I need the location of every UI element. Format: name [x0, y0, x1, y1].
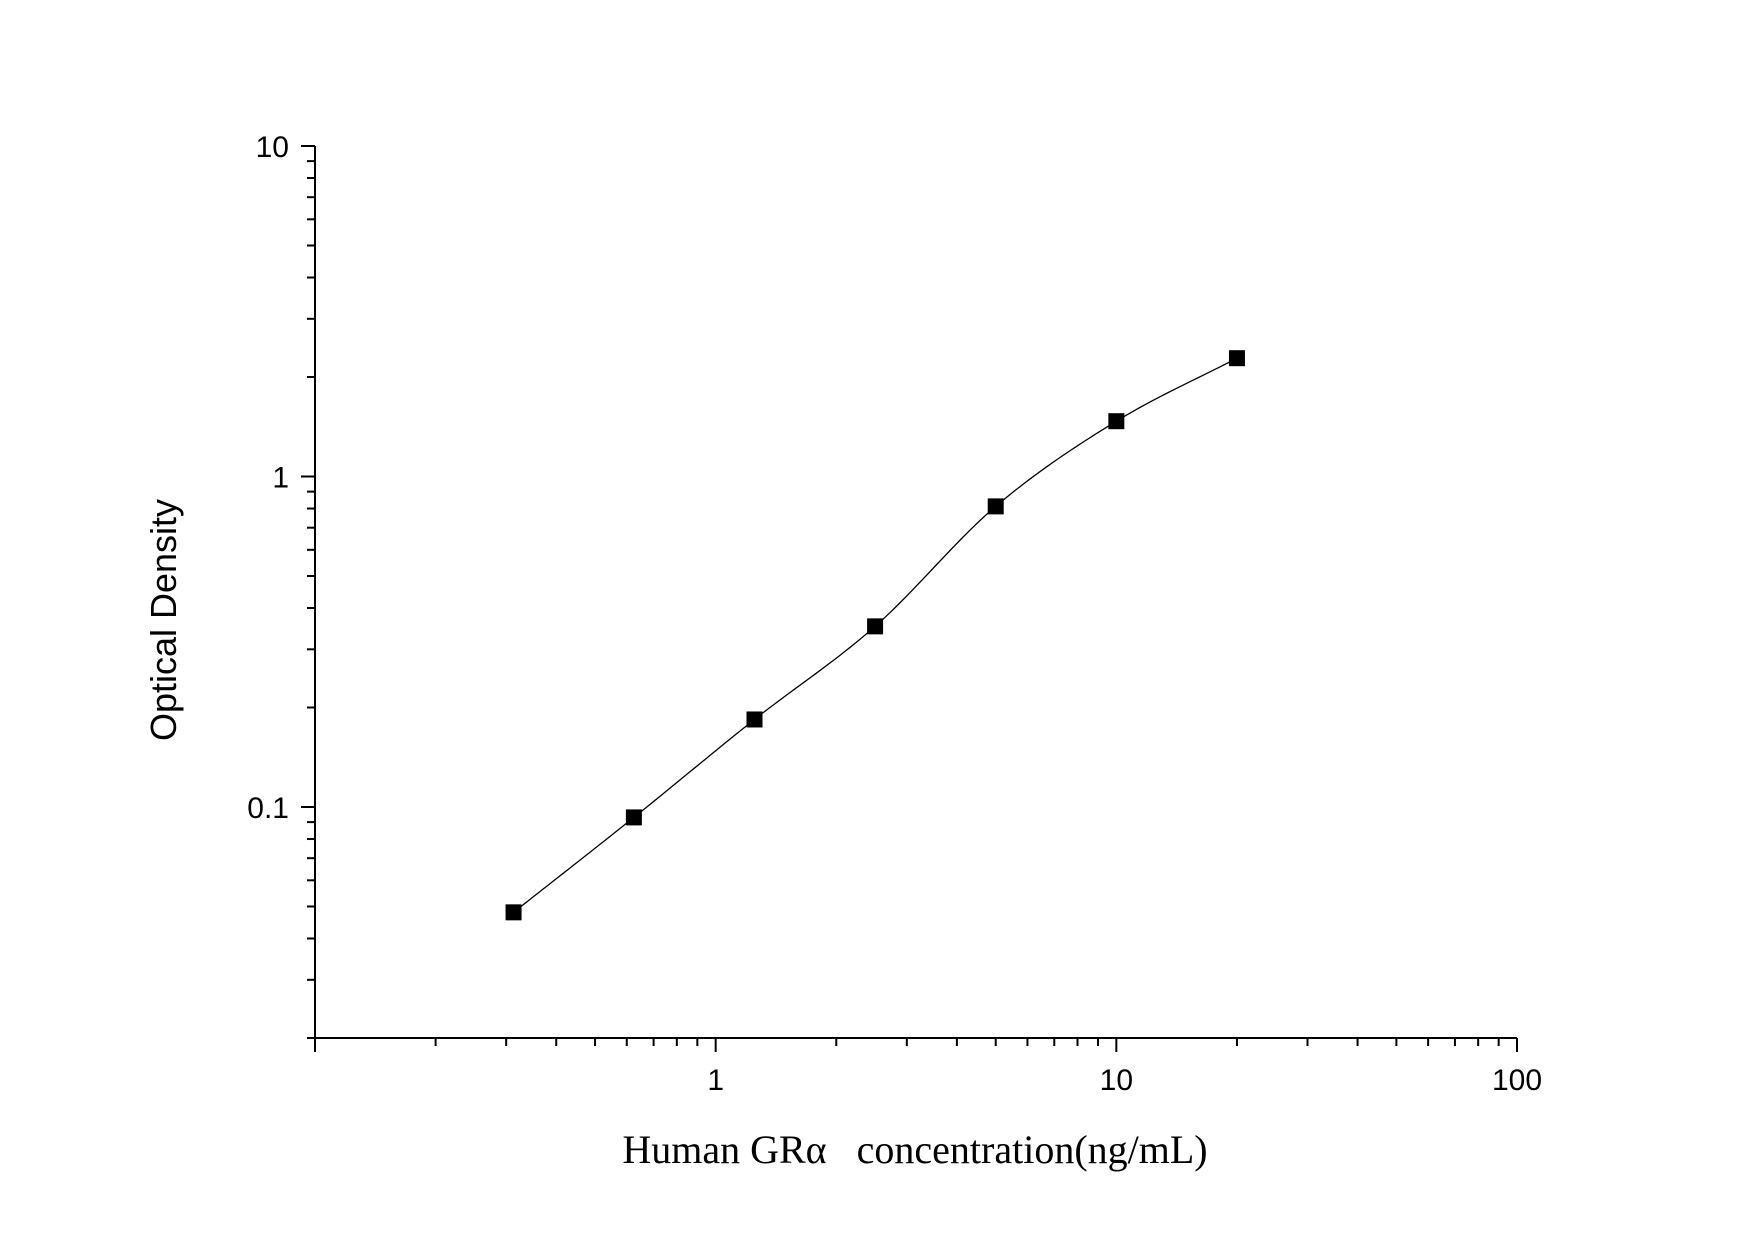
- data-point: [987, 498, 1004, 515]
- x-tick-label: 100: [1492, 1064, 1542, 1097]
- fit-curve: [513, 357, 1238, 913]
- data-point: [1108, 413, 1125, 430]
- data-points: [505, 350, 1245, 921]
- x-axis-label: Human GRα concentration(ng/mL): [622, 1127, 1207, 1172]
- x-tick-label: 10: [1100, 1064, 1133, 1097]
- data-point: [505, 904, 522, 921]
- axis-ticks: [301, 145, 1518, 1052]
- y-axis-label: Optical Density: [143, 499, 184, 741]
- y-tick-label: 1: [272, 461, 289, 494]
- data-point: [1228, 350, 1245, 367]
- data-point: [867, 618, 884, 635]
- data-point: [746, 711, 763, 728]
- tick-labels: 1 10 100 0.1 1 10: [247, 131, 1542, 1097]
- y-tick-label: 0.1: [247, 792, 289, 825]
- y-tick-label: 10: [256, 131, 289, 164]
- x-tick-label: 1: [707, 1064, 724, 1097]
- data-point: [625, 809, 642, 826]
